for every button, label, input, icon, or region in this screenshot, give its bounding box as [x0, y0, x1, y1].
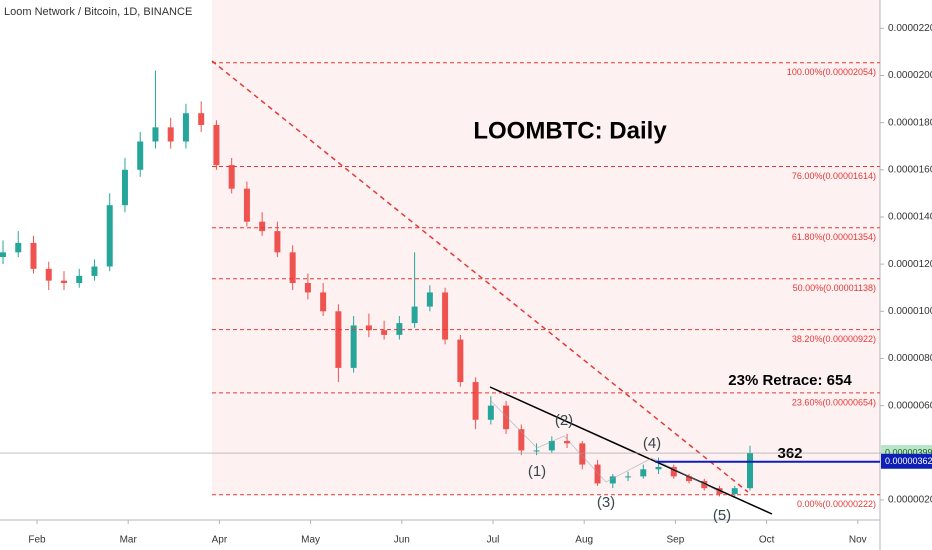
candle-body	[640, 469, 647, 477]
trendline	[489, 386, 773, 515]
x-tick-label: May	[301, 535, 320, 546]
candle-body	[747, 453, 753, 489]
candle-body	[625, 476, 632, 478]
fib-label: 0.00%(0.00000222)	[797, 499, 876, 509]
fib-area	[212, 0, 880, 495]
candle-body	[487, 405, 494, 420]
candle-body	[15, 242, 22, 253]
x-tick-label: Aug	[575, 535, 593, 546]
candle-body	[609, 476, 616, 484]
candle-body	[411, 306, 418, 324]
candle-body	[304, 282, 311, 293]
fib-shade	[212, 0, 880, 495]
x-tick-label: Jun	[394, 535, 410, 546]
wave-label: (5)	[713, 507, 731, 524]
candle-body	[167, 127, 174, 142]
annotation: LOOMBTC: Daily	[473, 117, 667, 144]
candle-body	[45, 268, 52, 281]
candle-body	[213, 124, 220, 166]
candle-body	[182, 113, 189, 142]
candle-body	[30, 242, 37, 269]
candle-body	[701, 481, 708, 489]
wave-path	[489, 399, 723, 494]
x-tick-label: Feb	[28, 535, 46, 546]
y-tick-label: 0.00002200	[888, 23, 932, 34]
wave-label: (2)	[555, 412, 573, 429]
y-tick-label: 0.00001400	[888, 212, 932, 223]
candle-body	[121, 169, 128, 206]
symbol-title: Loom Network / Bitcoin, 1D, BINANCE	[4, 6, 192, 18]
wave-label: (3)	[597, 494, 615, 511]
candle-body	[365, 325, 372, 331]
candle-body	[274, 231, 281, 253]
last-price-label: 0.00000399	[885, 447, 932, 457]
candle-body	[533, 450, 540, 452]
fib-label: 76.00%(0.00001614)	[792, 171, 876, 181]
candle-body	[655, 466, 662, 470]
candle-body	[670, 466, 677, 477]
candle-body	[518, 429, 525, 451]
fib-label: 23.60%(0.00000654)	[792, 397, 876, 407]
candle-body	[579, 443, 586, 465]
x-tick-label: Nov	[849, 535, 867, 546]
candle-body	[228, 165, 235, 189]
y-tick-label: 0.00001600	[888, 164, 932, 175]
retrace-note: 23% Retrace: 654	[728, 372, 852, 389]
candle-body	[335, 311, 342, 368]
fib-label: 61.80%(0.00001354)	[792, 232, 876, 242]
fib-label: 38.20%(0.00000922)	[792, 334, 876, 344]
candle-body	[243, 188, 250, 222]
y-tick-label: 0.00001000	[888, 306, 932, 317]
x-tick-label: Mar	[120, 535, 138, 546]
candle-body	[289, 252, 296, 283]
candle-body	[106, 205, 113, 267]
y-tick-label: 0.00000800	[888, 353, 932, 364]
y-tick-label: 0.00002000	[888, 70, 932, 81]
candle-body	[320, 292, 327, 312]
candle-body	[137, 141, 144, 170]
fib-diagonal	[211, 60, 749, 493]
y-tick-label: 0.00000200	[888, 495, 932, 506]
x-tick-label: Apr	[212, 535, 228, 546]
x-tick-label: Oct	[759, 535, 775, 546]
candle-body	[548, 440, 555, 451]
candle-body	[426, 292, 433, 307]
candles	[0, 70, 753, 497]
candle-body	[442, 292, 449, 340]
candle-body	[594, 464, 601, 484]
candle-body	[472, 382, 479, 420]
wave-label: (1)	[528, 463, 546, 480]
candle-body	[259, 221, 266, 232]
x-tick-label: Jul	[487, 535, 500, 546]
candle-body	[91, 266, 98, 276]
candle-body	[686, 476, 693, 482]
candle-body	[731, 488, 738, 495]
fib-label: 100.00%(0.00002054)	[787, 67, 876, 77]
candle-body	[350, 325, 357, 368]
candle-body	[381, 330, 388, 335]
candle-body	[198, 113, 205, 125]
candle-body	[76, 275, 83, 283]
candle-body	[60, 280, 67, 283]
candle-body	[152, 127, 159, 142]
candle-body	[503, 405, 510, 430]
candle-body	[457, 339, 464, 383]
y-tick-label: 0.00001200	[888, 259, 932, 270]
level-price-label: 0.00000362	[885, 456, 932, 466]
candle-body	[0, 252, 6, 258]
y-tick-label: 0.00000600	[888, 400, 932, 411]
candle-body	[396, 323, 403, 335]
x-tick-label: Sep	[667, 535, 685, 546]
level-price-tag	[881, 453, 932, 469]
level-note: 362	[777, 445, 802, 462]
wave-label: (4)	[643, 435, 661, 452]
y-tick-label: 0.00001800	[888, 117, 932, 128]
candle-body	[564, 440, 571, 444]
fib-label: 50.00%(0.00001138)	[793, 283, 876, 293]
